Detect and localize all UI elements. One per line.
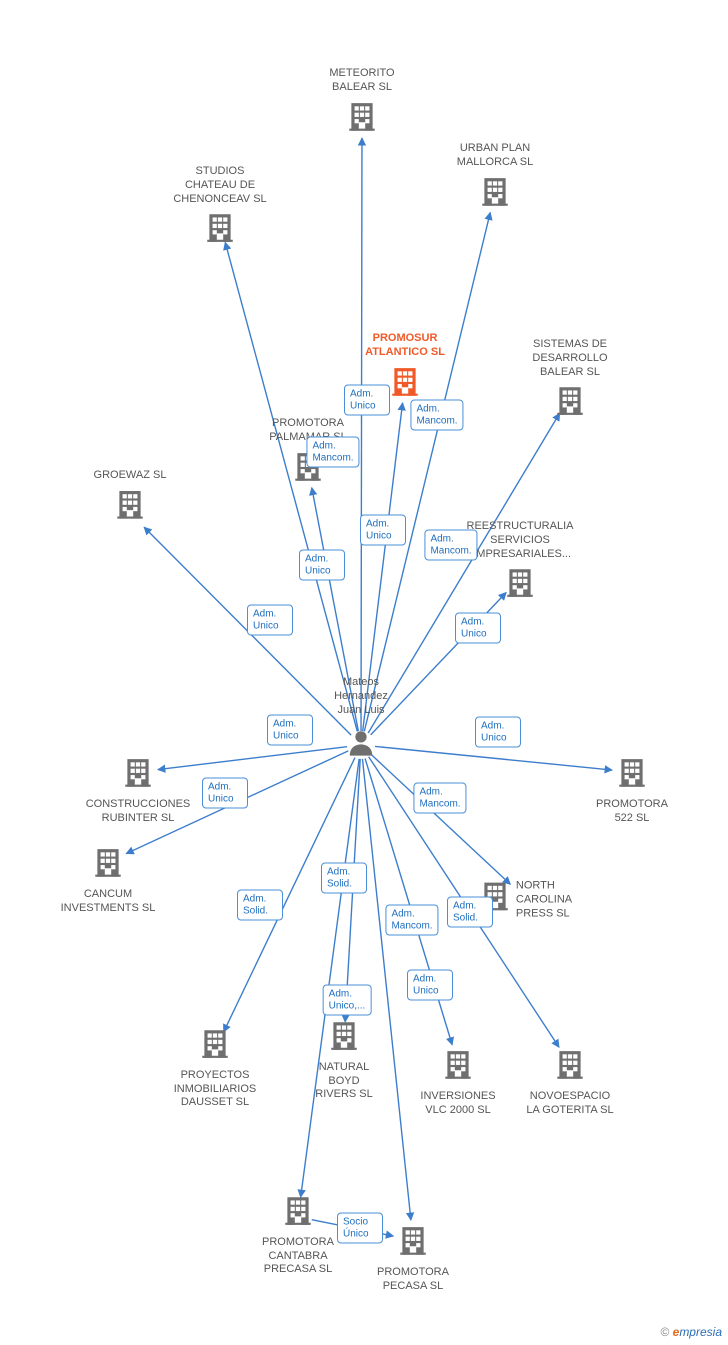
company-label: NOVOESPACIO LA GOTERITA SL xyxy=(510,1090,630,1118)
edge-label: Adm. Unico xyxy=(360,515,406,546)
company-label: PROMOTORA PECASA SL xyxy=(353,1266,473,1294)
edge-label: Adm. Unico xyxy=(407,970,453,1001)
edge-label: Adm. Mancom. xyxy=(413,783,466,814)
building-icon xyxy=(345,123,379,135)
edge-label: Adm. Solid. xyxy=(237,890,283,921)
building-icon xyxy=(281,1218,315,1230)
edge-label: Adm. Unico xyxy=(267,715,313,746)
building-icon xyxy=(553,1072,587,1084)
edge-label: Adm. Solid. xyxy=(447,897,493,928)
company-label: INVERSIONES VLC 2000 SL xyxy=(398,1090,518,1118)
company-label: PROMOSUR ATLANTICO SL xyxy=(345,332,465,360)
edge-label: Adm. Mancom. xyxy=(385,905,438,936)
person-icon xyxy=(346,728,376,763)
building-icon xyxy=(478,198,512,210)
company-label: STUDIOS CHATEAU DE CHENONCEAV SL xyxy=(160,165,280,206)
edge-label: Adm. Unico xyxy=(247,605,293,636)
building-icon xyxy=(121,780,155,792)
company-node[interactable]: URBAN PLAN MALLORCA SL xyxy=(435,138,555,212)
company-node[interactable]: PROYECTOS INMOBILIARIOS DAUSSET SL xyxy=(155,1026,275,1110)
company-label: SISTEMAS DE DESARROLLO BALEAR SL xyxy=(510,338,630,379)
company-node[interactable]: METEORITO BALEAR SL xyxy=(302,63,422,137)
building-icon xyxy=(441,1072,475,1084)
company-node[interactable]: NOVOESPACIO LA GOTERITA SL xyxy=(510,1047,630,1117)
building-icon xyxy=(203,235,237,247)
company-node[interactable]: SISTEMAS DE DESARROLLO BALEAR SL xyxy=(510,334,630,422)
company-node[interactable]: CONSTRUCCIONES RUBINTER SL xyxy=(78,755,198,825)
company-label: PROYECTOS INMOBILIARIOS DAUSSET SL xyxy=(155,1069,275,1110)
company-node[interactable]: NATURAL BOYD RIVERS SL xyxy=(284,1018,404,1102)
edge-label: Adm. Unico xyxy=(202,778,248,809)
person-label: Mateos Hernandez Juan Luis xyxy=(334,676,388,717)
company-label: CANCUM INVESTMENTS SL xyxy=(48,888,168,916)
building-icon xyxy=(396,1248,430,1260)
building-icon xyxy=(553,408,587,420)
edge-label: Adm. Mancom. xyxy=(306,437,359,468)
edge-label: Socio Único xyxy=(337,1213,383,1244)
copyright-symbol: © xyxy=(660,1325,669,1339)
company-label: REESTRUCTURALIA SERVICIOS EMPRESARIALES.… xyxy=(460,520,580,561)
company-node[interactable]: CANCUM INVESTMENTS SL xyxy=(48,845,168,915)
edge-label: Adm. Mancom. xyxy=(410,400,463,431)
building-icon xyxy=(503,590,537,602)
company-label: PROMOTORA 522 SL xyxy=(572,798,692,826)
copyright: © empresia xyxy=(660,1325,722,1339)
brand-rest: mpresia xyxy=(679,1325,722,1339)
building-icon xyxy=(198,1051,232,1063)
company-label: CONSTRUCCIONES RUBINTER SL xyxy=(78,798,198,826)
edge-label: Adm. Unico xyxy=(475,717,521,748)
company-node[interactable]: REESTRUCTURALIA SERVICIOS EMPRESARIALES.… xyxy=(460,516,580,604)
building-icon xyxy=(327,1043,361,1055)
edge-label: Adm. Unico,... xyxy=(323,985,372,1016)
edges-layer xyxy=(0,0,728,1345)
company-label: NORTH CAROLINA PRESS SL xyxy=(516,879,572,920)
company-node[interactable]: INVERSIONES VLC 2000 SL xyxy=(398,1047,518,1117)
company-node[interactable]: GROEWAZ SL xyxy=(70,465,190,526)
building-icon xyxy=(291,473,325,485)
building-icon xyxy=(91,870,125,882)
building-icon xyxy=(615,780,649,792)
building-icon xyxy=(113,512,147,524)
company-label: METEORITO BALEAR SL xyxy=(302,67,422,95)
company-label: GROEWAZ SL xyxy=(70,469,190,483)
edge-label: Adm. Unico xyxy=(299,550,345,581)
edge-label: Adm. Unico xyxy=(455,613,501,644)
edge-label: Adm. Unico xyxy=(344,385,390,416)
company-label: URBAN PLAN MALLORCA SL xyxy=(435,142,555,170)
edge-label: Adm. Mancom. xyxy=(424,530,477,561)
company-node[interactable]: PROMOTORA 522 SL xyxy=(572,755,692,825)
company-node[interactable]: STUDIOS CHATEAU DE CHENONCEAV SL xyxy=(160,161,280,249)
company-label: NATURAL BOYD RIVERS SL xyxy=(284,1061,404,1102)
edge-label: Adm. Solid. xyxy=(321,863,367,894)
